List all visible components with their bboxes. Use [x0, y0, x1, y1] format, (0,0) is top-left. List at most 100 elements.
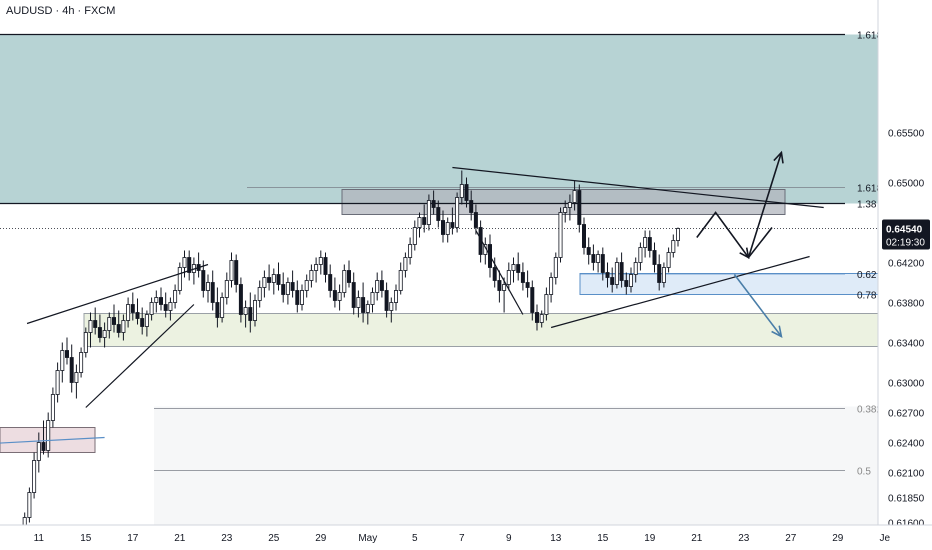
candle[interactable] [365, 300, 370, 325]
candle[interactable] [93, 307, 98, 335]
candle[interactable] [567, 194, 572, 221]
candle[interactable] [346, 260, 351, 288]
candle[interactable] [224, 272, 229, 305]
candle[interactable] [41, 420, 46, 455]
candle[interactable] [553, 252, 558, 285]
candle[interactable] [393, 284, 398, 311]
candle[interactable] [586, 237, 591, 265]
time-axis[interactable]: 11 15 17 21 23 25 29 May 5 7 9 13 15 19 21 23 27 29 Je [0, 524, 932, 550]
candle[interactable] [121, 314, 126, 341]
candle[interactable] [79, 347, 84, 378]
lower-wedge-line[interactable] [85, 304, 195, 408]
candle[interactable] [36, 432, 41, 473]
candle[interactable] [267, 264, 272, 291]
candle[interactable] [88, 312, 93, 348]
candle[interactable] [535, 304, 540, 331]
candle[interactable] [563, 200, 568, 223]
candle[interactable] [130, 292, 135, 321]
candle[interactable] [445, 217, 450, 243]
candle[interactable] [97, 314, 102, 343]
candle[interactable] [497, 270, 502, 303]
candle[interactable] [116, 310, 121, 338]
candle[interactable] [210, 270, 215, 311]
candle[interactable] [492, 257, 497, 288]
candle[interactable] [220, 292, 225, 323]
candle[interactable] [102, 322, 107, 348]
candle[interactable] [464, 177, 469, 208]
candle[interactable] [671, 234, 676, 258]
candle[interactable] [271, 268, 276, 295]
candle[interactable] [502, 277, 507, 313]
candle[interactable] [633, 257, 638, 283]
candle[interactable] [107, 312, 112, 339]
candle[interactable] [619, 252, 624, 288]
candle[interactable] [638, 242, 643, 271]
support-zone[interactable] [83, 313, 879, 347]
candle[interactable] [154, 290, 159, 313]
candle[interactable] [32, 452, 37, 499]
rising-support-line[interactable] [550, 255, 810, 329]
candle[interactable] [337, 284, 342, 311]
candle[interactable] [666, 247, 671, 273]
candle[interactable] [459, 170, 464, 205]
candle[interactable] [112, 304, 117, 333]
candle[interactable] [511, 257, 516, 283]
falling-channel-line[interactable] [475, 230, 524, 315]
candle[interactable] [243, 300, 248, 328]
zigzag-projection-path[interactable] [696, 211, 773, 259]
candle[interactable] [309, 264, 314, 288]
candle[interactable] [605, 262, 610, 288]
candle[interactable] [582, 217, 587, 255]
candle[interactable] [299, 284, 304, 311]
candle[interactable] [328, 264, 333, 298]
candle[interactable] [262, 270, 267, 298]
candle[interactable] [234, 254, 239, 293]
candle[interactable] [657, 254, 662, 291]
candle[interactable] [187, 250, 192, 281]
candle[interactable] [389, 297, 394, 323]
candle[interactable] [323, 252, 328, 283]
candle[interactable] [295, 280, 300, 313]
candle[interactable] [539, 310, 544, 328]
bullish-projection-arrow[interactable] [747, 150, 784, 258]
candle[interactable] [163, 292, 168, 318]
candle[interactable] [285, 277, 290, 305]
upper-wedge-line[interactable] [26, 263, 209, 325]
upper-shade[interactable] [0, 34, 878, 204]
candle[interactable] [408, 237, 413, 265]
candle[interactable] [591, 244, 596, 271]
candle[interactable] [544, 287, 549, 321]
candle[interactable] [398, 262, 403, 295]
candle[interactable] [520, 262, 525, 291]
candle[interactable] [149, 297, 154, 321]
candle[interactable] [455, 192, 460, 233]
candle[interactable] [158, 287, 163, 311]
candle[interactable] [314, 257, 319, 283]
candle[interactable] [525, 270, 530, 298]
candle[interactable] [83, 327, 88, 358]
candle[interactable] [126, 297, 131, 328]
candle[interactable] [304, 274, 309, 298]
candle[interactable] [351, 272, 356, 315]
candle[interactable] [69, 344, 74, 393]
candle[interactable] [168, 297, 173, 321]
candle[interactable] [417, 212, 422, 238]
descending-resistance-line[interactable] [452, 166, 824, 209]
candle[interactable] [46, 412, 51, 458]
candle[interactable] [676, 227, 681, 247]
candle[interactable] [473, 204, 478, 235]
candle[interactable] [257, 280, 262, 308]
candle[interactable] [516, 252, 521, 281]
candle[interactable] [361, 282, 366, 323]
candle[interactable] [422, 204, 427, 233]
candle[interactable] [290, 270, 295, 298]
candle[interactable] [276, 262, 281, 291]
candle[interactable] [60, 342, 65, 383]
candle[interactable] [624, 272, 629, 295]
fib-box[interactable] [154, 406, 878, 534]
candle[interactable] [379, 270, 384, 298]
candle[interactable] [596, 250, 601, 273]
candle[interactable] [530, 280, 535, 321]
candle[interactable] [144, 310, 149, 337]
